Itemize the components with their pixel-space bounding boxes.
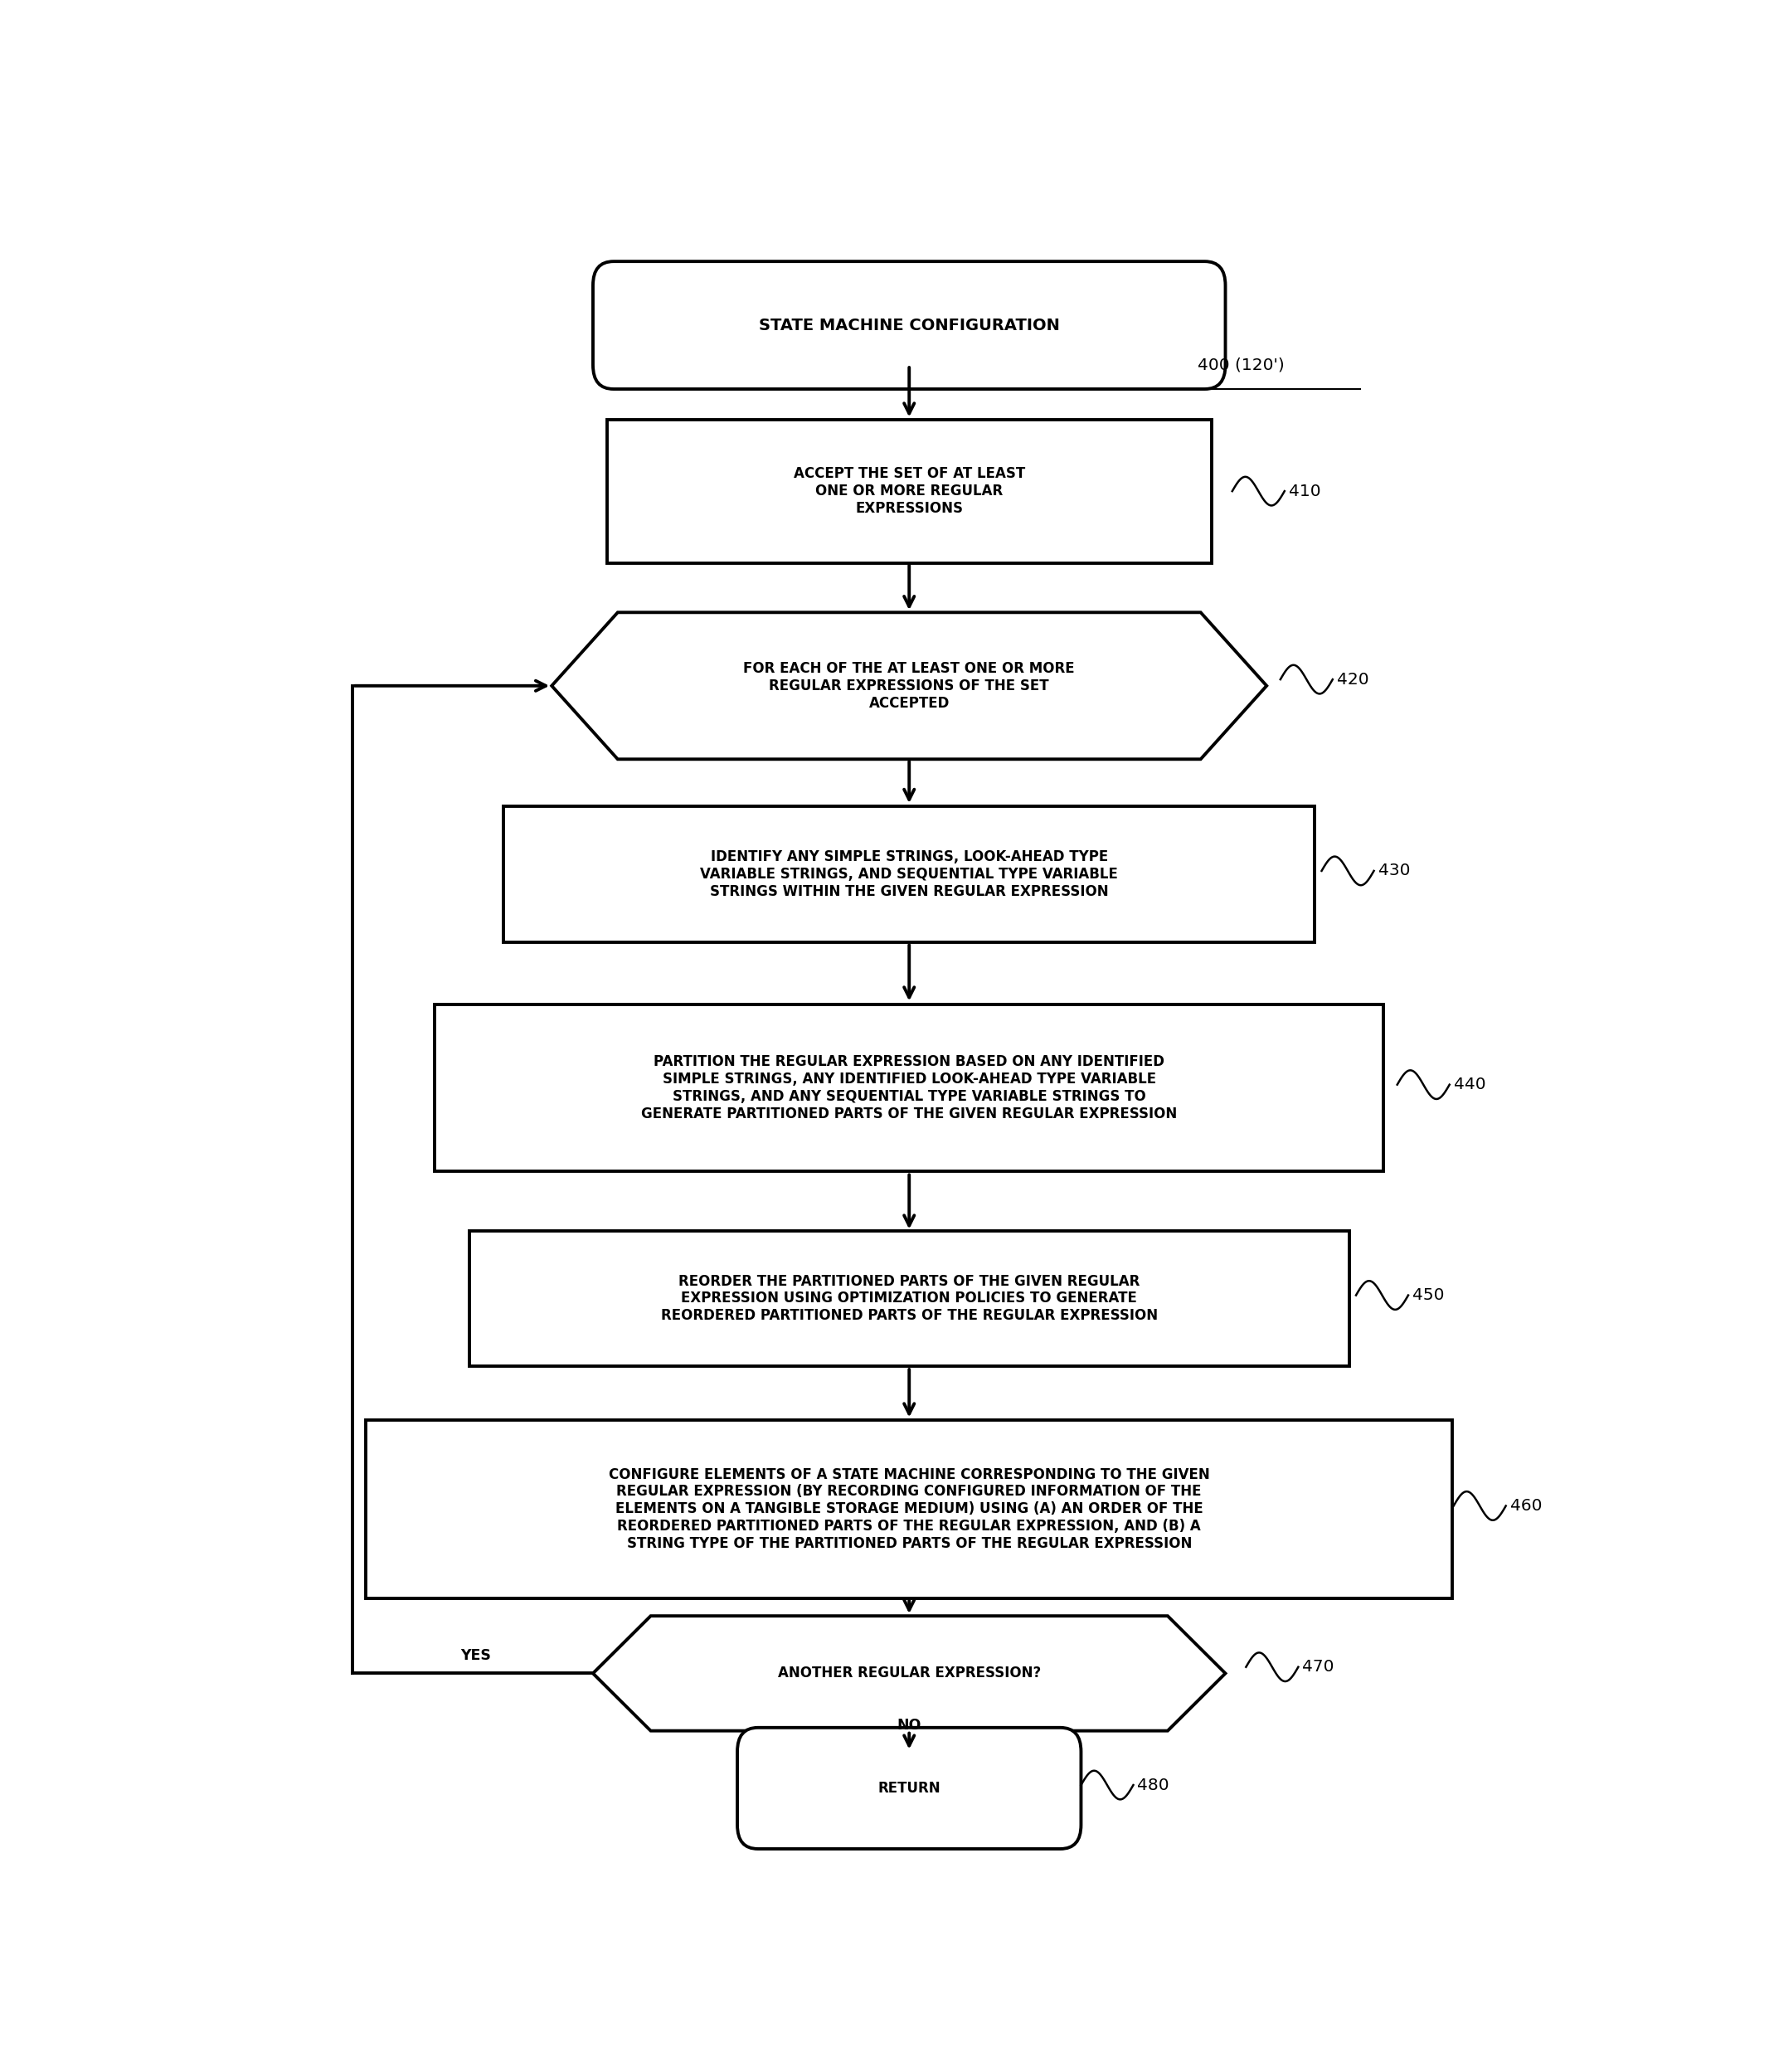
Text: FOR EACH OF THE AT LEAST ONE OR MORE
REGULAR EXPRESSIONS OF THE SET
ACCEPTED: FOR EACH OF THE AT LEAST ONE OR MORE REG…	[743, 661, 1075, 711]
Text: ACCEPT THE SET OF AT LEAST
ONE OR MORE REGULAR
EXPRESSIONS: ACCEPT THE SET OF AT LEAST ONE OR MORE R…	[793, 466, 1025, 516]
Text: 470: 470	[1302, 1660, 1334, 1674]
Text: 460: 460	[1510, 1498, 1542, 1515]
Text: 450: 450	[1412, 1287, 1444, 1303]
Bar	[607, 419, 1212, 564]
Text: 400 (120'): 400 (120')	[1197, 356, 1284, 373]
FancyBboxPatch shape	[738, 1728, 1080, 1848]
Text: 480: 480	[1137, 1778, 1169, 1792]
Text: NO: NO	[898, 1718, 921, 1732]
Text: 410: 410	[1288, 483, 1320, 499]
Bar	[504, 806, 1315, 943]
Text: 440: 440	[1453, 1077, 1485, 1092]
Text: IDENTIFY ANY SIMPLE STRINGS, LOOK-AHEAD TYPE
VARIABLE STRINGS, AND SEQUENTIAL TY: IDENTIFY ANY SIMPLE STRINGS, LOOK-AHEAD …	[701, 850, 1118, 899]
Bar	[435, 1005, 1384, 1171]
Text: ANOTHER REGULAR EXPRESSION?: ANOTHER REGULAR EXPRESSION?	[777, 1666, 1041, 1680]
Polygon shape	[552, 613, 1267, 758]
FancyBboxPatch shape	[593, 261, 1226, 390]
Text: 430: 430	[1378, 862, 1410, 879]
Text: REORDER THE PARTITIONED PARTS OF THE GIVEN REGULAR
EXPRESSION USING OPTIMIZATION: REORDER THE PARTITIONED PARTS OF THE GIV…	[660, 1274, 1158, 1324]
Text: STATE MACHINE CONFIGURATION: STATE MACHINE CONFIGURATION	[759, 317, 1059, 334]
Bar	[365, 1419, 1453, 1598]
Text: PARTITION THE REGULAR EXPRESSION BASED ON ANY IDENTIFIED
SIMPLE STRINGS, ANY IDE: PARTITION THE REGULAR EXPRESSION BASED O…	[640, 1055, 1178, 1121]
Text: CONFIGURE ELEMENTS OF A STATE MACHINE CORRESPONDING TO THE GIVEN
REGULAR EXPRESS: CONFIGURE ELEMENTS OF A STATE MACHINE CO…	[608, 1467, 1210, 1552]
Text: RETURN: RETURN	[878, 1780, 940, 1796]
Polygon shape	[593, 1616, 1226, 1730]
Text: YES: YES	[461, 1649, 491, 1664]
Bar	[468, 1231, 1350, 1365]
Text: 420: 420	[1338, 671, 1370, 688]
